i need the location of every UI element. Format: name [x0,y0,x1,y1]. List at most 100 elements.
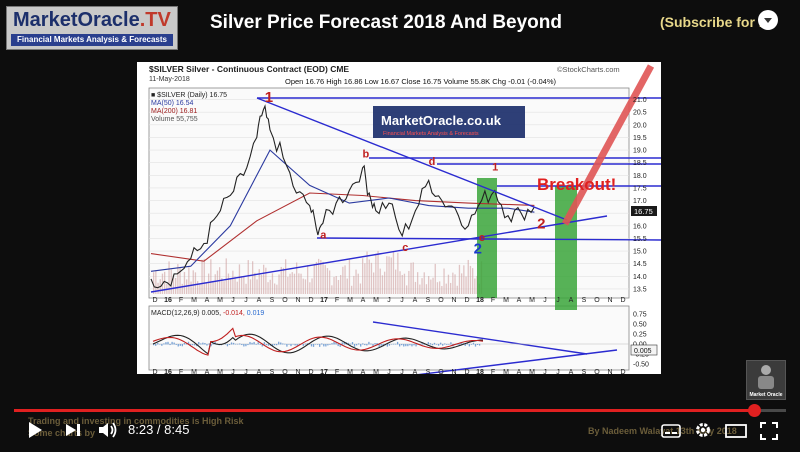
volume-bar-95 [362,258,364,294]
volume-bar-106 [386,256,388,294]
macd-hist-15 [183,342,186,345]
volume-bar-78 [324,265,326,294]
play-button[interactable] [24,420,46,440]
macd-hist-93 [343,341,345,345]
volume-bar-63 [291,272,293,294]
x-tick-35: N [607,297,612,304]
macd-x-tick-12: D [308,369,313,374]
chevron-down-icon[interactable] [758,10,778,30]
macd-value-box [630,344,658,356]
volume-bar-71 [309,282,311,294]
macd-hist-81 [319,344,321,347]
volume-bar-133 [445,283,447,294]
macd-hist-76 [308,344,311,345]
fullscreen-button[interactable] [758,421,780,441]
volume-bar-97 [366,251,368,294]
macd-x-tick-26: F [491,369,495,374]
volume-bar-77 [322,261,324,294]
macd-x-tick-33: S [582,369,587,374]
macd-hist-143 [446,344,448,345]
ma50-series [150,149,535,272]
macd-hist-3 [159,344,161,345]
last-price-box [631,206,657,216]
volume-bar-109 [392,251,395,294]
macd-hist-117 [392,343,395,345]
macd-x-tick-3: M [191,369,197,374]
volume-bar-41 [243,276,245,294]
macd-hist-48 [251,342,253,345]
volume-bar-10 [175,278,177,294]
macd-hist-71 [298,343,300,345]
x-tick-25: 18 [476,297,484,304]
settings-button[interactable] [692,420,714,440]
volume-bar-51 [265,267,267,294]
x-tick-17: M [373,297,379,304]
x-tick-33: S [582,297,587,304]
x-tick-20: A [413,297,418,304]
macd-hist-96 [349,343,352,345]
volume-bar-75 [318,258,320,294]
macd-hist-142 [444,343,446,345]
macd-hist-73 [302,344,304,346]
x-tick-24: D [464,297,469,304]
volume-bar-64 [293,273,296,294]
macd-hist-131 [421,342,423,345]
volume-bar-66 [298,273,300,294]
macd-x-tick-24: D [464,369,469,374]
macd-hist-89 [335,342,337,345]
x-tick-26: F [491,297,495,304]
volume-bar-72 [311,278,313,294]
macd-hist-74 [304,343,306,345]
macd-hist-1 [155,344,157,346]
channel-thumbnail[interactable] [746,360,786,400]
wave-label-0: 1 [265,89,273,106]
thumbnail-label: Market Oracle [749,392,783,398]
logo-tld: .TV [139,9,171,31]
volume-button[interactable] [96,420,120,440]
volume-bar-46 [254,272,256,294]
next-button[interactable] [62,420,84,440]
x-tick-32: A [569,297,574,304]
volume-bar-111 [397,252,399,294]
macd-hist-64 [284,343,286,345]
volume-bar-35 [230,279,232,294]
theater-mode-button[interactable] [724,422,748,440]
macd-hist-88 [333,341,335,345]
macd-hist-148 [456,344,458,345]
macd-hist-29 [212,342,214,345]
volume-bar-145 [472,268,474,294]
macd-x-tick-29: M [529,369,535,374]
macd-hist-65 [286,344,288,347]
macd-hist-79 [314,344,317,345]
volume-bar-70 [307,265,309,294]
macd-hist-138 [435,344,438,345]
x-tick-18: J [387,297,391,304]
x-tick-15: M [347,297,353,304]
price-line [150,104,535,289]
macd-hist-110 [378,344,380,347]
macd-hist-61 [278,341,280,345]
macd-x-tick-9: S [270,369,275,374]
macd-hist-82 [321,343,323,345]
volume-bar-103 [379,268,381,294]
macd-x-tick-8: A [257,369,262,374]
macd-hist-68 [292,344,294,345]
macd-hist-132 [423,344,425,345]
current-time: 8:23 [128,422,154,437]
watermark-box [373,106,525,138]
volume-bar-137 [454,274,456,294]
volume-bar-85 [340,274,342,294]
scrubber-handle[interactable] [747,404,761,417]
time-separator: / [153,422,165,437]
support-line [316,237,662,241]
subtitles-button[interactable] [660,422,682,440]
macd-hist-51 [257,342,259,345]
progress-bar[interactable] [14,404,786,417]
y-tick-3: 15.0 [633,249,647,256]
macd-hist-45 [245,344,247,347]
fullscreen-icon [760,422,778,440]
volume-bar-27 [212,280,214,294]
x-tick-8: A [257,297,262,304]
volume-bar-122 [421,278,423,294]
